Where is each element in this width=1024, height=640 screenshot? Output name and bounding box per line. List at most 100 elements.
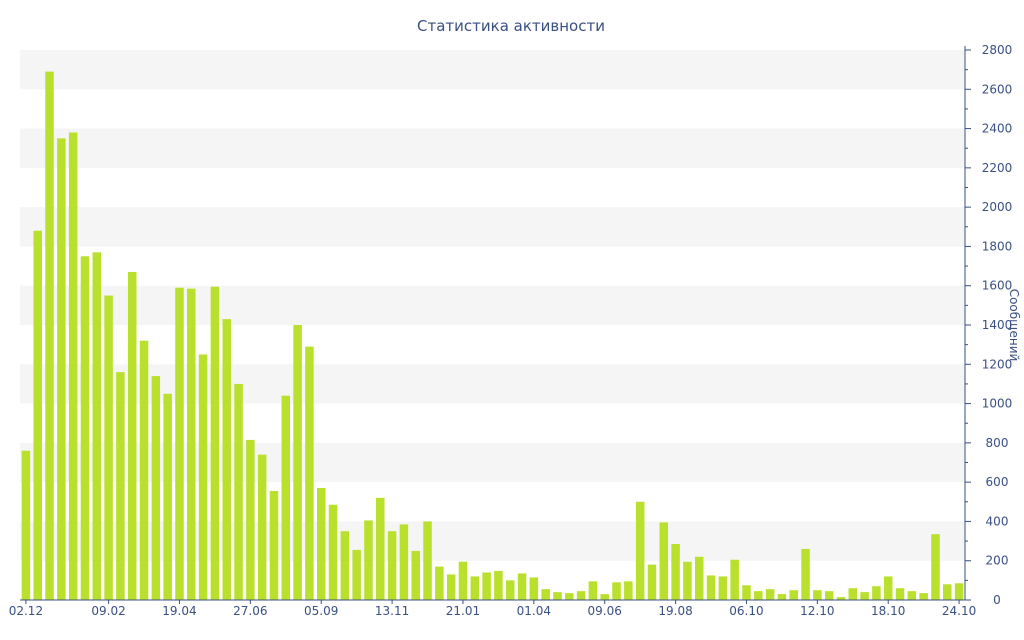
bar (836, 597, 846, 600)
bar (45, 71, 54, 601)
bar (163, 393, 172, 600)
y-tick-label: 2000 (982, 200, 1013, 214)
bar (139, 340, 149, 600)
x-tick-label: 12.10 (800, 604, 834, 618)
bar (505, 580, 515, 600)
bar (435, 566, 444, 600)
y-tick-label: 1200 (982, 357, 1013, 371)
bar (789, 590, 798, 600)
bar (541, 589, 550, 600)
bar (694, 556, 704, 600)
bar (565, 593, 574, 601)
bars-group (21, 71, 964, 601)
bar (269, 490, 279, 600)
bar (352, 549, 361, 600)
y-tick-label: 200 (986, 554, 1009, 568)
y-tick-label: 2600 (982, 82, 1013, 96)
bar (848, 588, 858, 600)
grid-band (20, 364, 965, 404)
bar (777, 594, 787, 600)
y-ticks: 0 200 400 600 800 1000 1200 1400 1600 1800 2000 220… (965, 43, 1012, 607)
bar (801, 548, 810, 600)
grid-band (20, 207, 965, 247)
bar (754, 591, 763, 600)
x-tick-label: 09.06 (588, 604, 622, 618)
bar (187, 288, 196, 600)
y-tick-label: 600 (986, 475, 1009, 489)
y-tick-label: 2800 (982, 43, 1013, 57)
bar (895, 588, 905, 600)
bar (116, 372, 125, 600)
bar (517, 573, 527, 600)
x-tick-label: 18.10 (871, 604, 905, 618)
bar (482, 572, 491, 600)
bar (624, 581, 633, 600)
bar (198, 354, 208, 600)
bar (883, 576, 893, 600)
x-tick-label: 09.02 (91, 604, 125, 618)
chart-title: Статистика активности (417, 17, 605, 35)
bar (411, 550, 420, 600)
bar (151, 376, 161, 600)
x-tick-label: 02.12 (9, 604, 43, 618)
y-tick-label: 1600 (982, 279, 1013, 293)
bar (92, 252, 102, 600)
bar (683, 561, 692, 600)
bar (210, 286, 220, 600)
bar (257, 454, 267, 600)
bar (234, 383, 243, 600)
bar (553, 592, 562, 600)
bar (246, 439, 255, 600)
bar (104, 295, 113, 600)
x-tick-label: 13.11 (375, 604, 409, 618)
bar (376, 497, 385, 600)
bar (470, 576, 480, 600)
bar (954, 583, 964, 600)
y-tick-label: 1800 (982, 239, 1013, 253)
x-tick-label: 27.06 (233, 604, 267, 618)
bar (57, 138, 66, 600)
bar (612, 582, 621, 600)
x-tick-label: 06.10 (729, 604, 763, 618)
x-tick-label: 19.04 (162, 604, 196, 618)
bar (647, 564, 657, 600)
bar (943, 584, 952, 600)
x-tick-label: 01.04 (517, 604, 551, 618)
y-tick-label: 1000 (982, 397, 1013, 411)
y-tick-label: 400 (986, 514, 1009, 528)
bar (281, 395, 291, 600)
bar (706, 575, 716, 600)
grid-band (20, 521, 965, 561)
bar (222, 319, 231, 600)
bar (860, 592, 869, 600)
bar (919, 593, 928, 601)
grid-band (20, 285, 965, 325)
grid-band (20, 128, 965, 168)
x-tick-label: 05.09 (304, 604, 338, 618)
bar (494, 570, 503, 600)
x-tick-label: 21.01 (446, 604, 480, 618)
bar (671, 544, 680, 600)
grid-band (20, 442, 965, 483)
bar (80, 256, 90, 600)
bar (316, 488, 326, 600)
bar (576, 591, 586, 600)
bar (328, 504, 338, 600)
bar (387, 531, 397, 600)
bar (127, 271, 137, 600)
bar (824, 591, 834, 600)
bar (68, 132, 78, 600)
y-tick-label: 2200 (982, 161, 1013, 175)
y-tick-label: 1400 (982, 318, 1013, 332)
x-tick-label: 24.10 (942, 604, 976, 618)
grid-bands (20, 50, 965, 561)
bar (446, 574, 456, 600)
axes-group (20, 46, 966, 601)
bar (458, 561, 468, 600)
grid-band (20, 50, 965, 90)
bar (175, 287, 184, 600)
bar (33, 230, 42, 600)
bar (305, 346, 314, 600)
x-tick-label: 19.08 (658, 604, 692, 618)
